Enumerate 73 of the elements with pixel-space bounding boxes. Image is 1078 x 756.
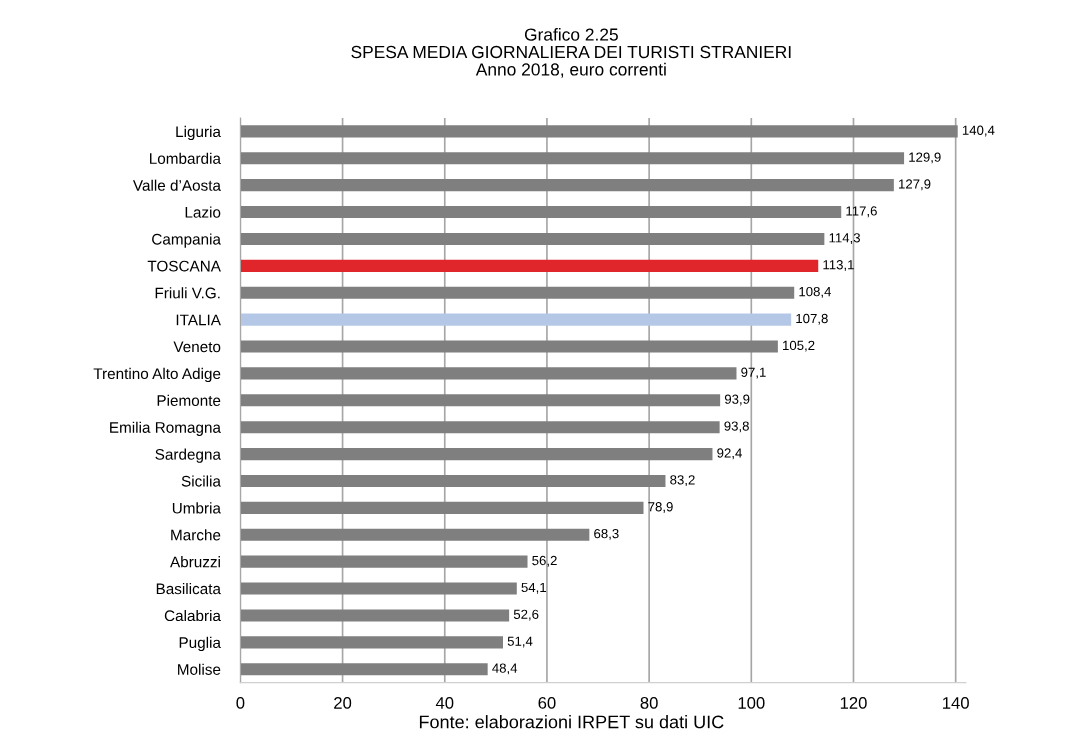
data-label: 83,2 [670, 475, 695, 487]
source-note: Fonte: elaborazioni IRPET su dati UIC [419, 715, 724, 729]
y-tick-label: Umbria [172, 502, 221, 514]
bar [240, 367, 737, 380]
bar [240, 179, 894, 192]
bar [240, 636, 503, 649]
x-tick-label: 120 [840, 697, 867, 709]
y-tick-label: Marche [171, 529, 221, 541]
bar [240, 501, 644, 514]
bar [240, 474, 666, 488]
bar [240, 582, 517, 595]
y-tick-label: Piemonte [157, 394, 221, 406]
data-label: 93,9 [724, 394, 750, 406]
x-tick-label: 140 [943, 697, 969, 709]
data-label: 54,1 [521, 582, 546, 594]
bar [240, 394, 721, 407]
data-label: 105,2 [783, 340, 815, 352]
y-tick-label: Puglia [179, 636, 221, 652]
data-label: 113,1 [823, 260, 854, 271]
y-tick-label: Sardegna [155, 448, 221, 463]
bar [240, 313, 792, 326]
x-tick-label: 60 [538, 697, 556, 709]
x-tick-label: 0 [236, 697, 245, 709]
bar [240, 206, 842, 219]
bar [240, 528, 590, 541]
y-tick-label: TOSCANA [147, 260, 221, 272]
chart-title: Grafico 2.25 SPESA MEDIA GIORNALIERA DEI TURISTI STRANIERI Anno 2018, euro correnti [351, 27, 791, 78]
bar [240, 555, 528, 568]
x-tick-label: 20 [334, 697, 352, 709]
data-label: 78,9 [648, 502, 673, 513]
bar [240, 286, 795, 299]
data-label: 56,2 [532, 555, 557, 567]
y-tick-label: Liguria [176, 125, 221, 141]
bar [240, 421, 720, 434]
data-label: 129,9 [909, 152, 941, 164]
bar [240, 663, 488, 676]
data-label: 51,4 [507, 636, 533, 648]
data-label: 52,6 [513, 609, 539, 621]
x-tick-label: 40 [435, 697, 454, 709]
data-label: 140,4 [962, 125, 995, 137]
data-label: 97,1 [741, 367, 766, 379]
y-tick-label: Trentino Alto Adige [93, 367, 221, 383]
bar [240, 125, 958, 138]
y-tick-label: Calabria [164, 609, 221, 622]
y-tick-label: Campania [152, 233, 221, 248]
bar [240, 232, 825, 245]
bar [240, 448, 713, 461]
y-tick-label: Molise [178, 663, 221, 675]
y-tick-label: Abruzzi [170, 556, 220, 568]
x-tick-label: 80 [640, 697, 658, 709]
y-tick-label: Lombardia [150, 152, 221, 164]
data-label: 68,3 [594, 528, 619, 540]
data-label: 127,9 [899, 179, 931, 191]
data-label: 93,8 [724, 421, 749, 433]
bar [240, 152, 905, 165]
data-label: 117,6 [846, 206, 877, 218]
y-tick-label: Lazio [185, 206, 221, 218]
data-label: 107,8 [796, 313, 828, 325]
y-tick-label: Veneto [173, 341, 221, 353]
data-label: 108,4 [799, 286, 832, 298]
y-tick-label: ITALIA [176, 314, 221, 326]
y-tick-label: Friuli V.G. [155, 287, 220, 299]
bar [240, 609, 510, 622]
data-label: 114,3 [829, 233, 860, 245]
y-tick-label: Emilia Romagna [110, 421, 221, 436]
y-tick-label: Valle d’Aosta [132, 179, 221, 191]
data-label: 48,4 [492, 663, 518, 675]
data-label: 92,4 [717, 448, 742, 460]
bar [240, 259, 819, 272]
y-tick-label: Sicilia [181, 475, 221, 487]
y-tick-label: Basilicata [156, 583, 221, 595]
bar [240, 340, 778, 353]
x-tick-label: 100 [738, 697, 765, 709]
